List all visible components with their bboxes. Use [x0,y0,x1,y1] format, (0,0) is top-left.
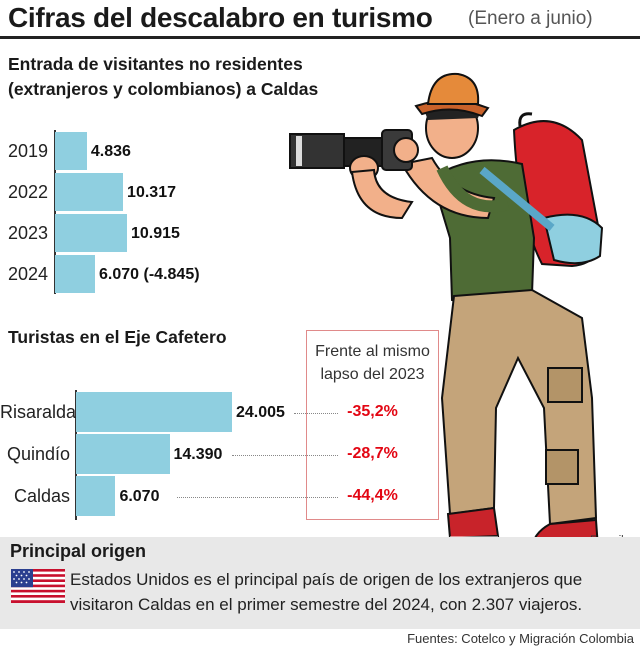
chart1-category-label: 2023 [7,223,48,243]
chart1-axis [54,130,56,294]
origin-section [0,537,640,629]
usa-flag-icon [11,569,65,603]
origin-text: Estados Unidos es el principal país de o… [70,570,583,614]
chart1-category-label: 2019 [7,141,48,161]
chart2-value-label: 24.005 [236,404,285,421]
chart1-bar [55,255,96,293]
photographer-illustration [289,72,604,552]
chart2-axis [75,390,77,520]
chart2-bar [76,476,116,516]
chart2-title: Turistas en el Eje Cafetero [8,327,227,347]
chart1-value-label: 4.836 [90,143,131,160]
chart1-value-label: 6.070 (-4.845) [99,266,200,283]
page-subtitle: (Enero a junio) [468,8,593,29]
change-percentage: -28,7% [347,445,398,462]
chart1-category-label: 2024 [7,264,48,284]
chart2-category-label: Quindío [6,444,70,464]
chart2-category-label: Risaralda [0,402,77,422]
chart1-value-label: 10.317 [127,184,176,201]
origin-title: Principal origen [10,541,147,561]
page-title: Cifras del descalabro en turismo [8,2,433,33]
chart1-bar [55,132,87,170]
change-percentage: -35,2% [347,403,398,420]
leader-dots [231,455,338,456]
chart1-bar [55,214,127,252]
chart1-bar [55,173,124,211]
source-note: Fuentes: Cotelco y Migración Colombia [407,631,634,646]
comparison-box [306,330,439,520]
chart2-category-label: Caldas [13,486,70,506]
chart2-value-label: 14.390 [173,446,223,463]
chart1-title: Entrada de visitantes no residentes (ext… [8,54,319,99]
change-percentage: -44,4% [347,487,398,504]
comparison-header: Frente al mismo lapso del 2023 [315,343,430,383]
chart1-category-label: 2022 [7,182,48,202]
chart2-bar [76,392,232,432]
leader-dots [177,497,338,498]
chart2-value-label: 6.070 [119,488,160,505]
chart2-bar [76,434,170,474]
leader-dots [294,413,338,414]
title-divider [0,36,640,39]
chart1-value-label: 10.915 [131,225,180,242]
